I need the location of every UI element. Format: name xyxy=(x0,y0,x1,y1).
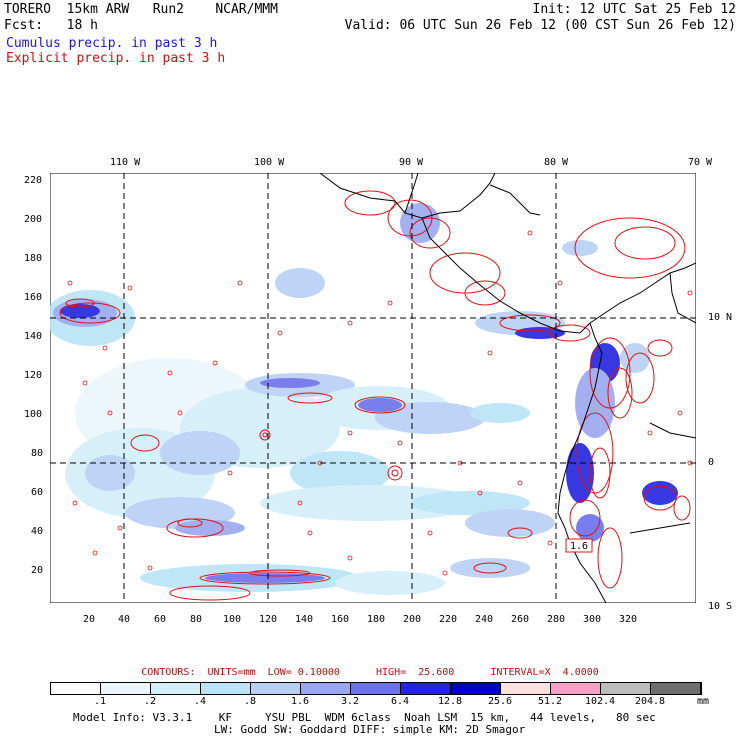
y-tick: 60 xyxy=(31,487,44,498)
y-tick: 140 xyxy=(24,331,43,342)
x-tick: 260 xyxy=(511,614,530,625)
x-tick: 100 xyxy=(223,614,242,625)
y-tick: 100 xyxy=(24,409,43,420)
colorbar-swatch xyxy=(651,683,701,694)
x-tick: 80 xyxy=(190,614,203,625)
colorbar-swatch xyxy=(601,683,651,694)
explicit-precip-specks xyxy=(67,230,693,576)
colorbar-swatch xyxy=(51,683,101,694)
colorbar-unit: mm xyxy=(696,696,710,707)
latlon-grid xyxy=(50,173,696,603)
lat-label-10n: 10 N xyxy=(708,312,733,323)
max-value-label: 1.6 xyxy=(570,541,588,552)
x-tick: 20 xyxy=(83,614,96,625)
x-tick: 300 xyxy=(583,614,602,625)
lon-label-100w: 100 W xyxy=(254,157,285,168)
colorbar-label: 12.8 xyxy=(437,696,463,707)
colorbar-swatch xyxy=(151,683,201,694)
y-tick: 80 xyxy=(31,448,44,459)
y-tick: 200 xyxy=(24,214,43,225)
colorbar xyxy=(50,682,702,695)
max-value-box xyxy=(565,538,593,553)
valid-time: Valid: 06 UTC Sun 26 Feb 12 (00 CST Sun … xyxy=(344,18,736,33)
y-tick: 180 xyxy=(24,253,43,264)
explicit-precip-contours xyxy=(59,190,691,601)
x-tick: 60 xyxy=(154,614,167,625)
physics-info: LW: Godd SW: Goddard DIFF: simple KM: 2D… xyxy=(214,723,526,736)
x-tick: 120 xyxy=(259,614,278,625)
colorbar-label: 1.6 xyxy=(290,696,310,707)
forecast-hour: Fcst: 18 h xyxy=(4,18,98,33)
colorbar-label: 204.8 xyxy=(634,696,666,707)
colorbar-label: .8 xyxy=(243,696,257,707)
x-tick: 180 xyxy=(367,614,386,625)
precip-map: 1.6 xyxy=(50,173,696,603)
cumulus-precip-shading xyxy=(50,203,678,595)
colorbar-label: 6.4 xyxy=(390,696,410,707)
colorbar-swatch xyxy=(301,683,351,694)
x-tick: 40 xyxy=(118,614,131,625)
colorbar-label: .4 xyxy=(193,696,207,707)
y-tick: 40 xyxy=(31,526,44,537)
colorbar-swatch xyxy=(101,683,151,694)
colorbar-label: 51.2 xyxy=(537,696,563,707)
contour-info: CONTOURS: UNITS=mm LOW= 0.10000 HIGH= 25… xyxy=(141,667,599,678)
x-tick: 220 xyxy=(439,614,458,625)
lat-label-0: 0 xyxy=(708,457,715,468)
init-time: Init: 12 UTC Sat 25 Feb 12 xyxy=(532,2,737,17)
x-tick: 140 xyxy=(295,614,314,625)
colorbar-swatch xyxy=(551,683,601,694)
x-tick: 280 xyxy=(547,614,566,625)
explicit-legend-label: Explicit precip. in past 3 h xyxy=(6,51,226,66)
run-title: TORERO 15km ARW Run2 NCAR/MMM xyxy=(4,2,278,17)
y-tick: 20 xyxy=(31,565,44,576)
lon-label-110w: 110 W xyxy=(110,157,141,168)
x-tick: 320 xyxy=(619,614,638,625)
x-tick: 200 xyxy=(403,614,422,625)
colorbar-label: 3.2 xyxy=(340,696,360,707)
colorbar-label: 25.6 xyxy=(487,696,513,707)
x-tick: 160 xyxy=(331,614,350,625)
colorbar-swatch xyxy=(351,683,401,694)
colorbar-swatch xyxy=(201,683,251,694)
colorbar-label: .2 xyxy=(143,696,157,707)
lon-label-90w: 90 W xyxy=(399,157,424,168)
model-info: Model Info: V3.3.1 KF YSU PBL WDM 6class… xyxy=(73,711,656,724)
lon-label-80w: 80 W xyxy=(544,157,569,168)
colorbar-swatch xyxy=(251,683,301,694)
colorbar-label: 102.4 xyxy=(584,696,616,707)
y-tick: 220 xyxy=(24,175,43,186)
y-tick: 160 xyxy=(24,292,43,303)
colorbar-swatch xyxy=(401,683,451,694)
colorbar-swatch xyxy=(501,683,551,694)
cumulus-legend-label: Cumulus precip. in past 3 h xyxy=(6,36,218,51)
lat-label-10s: 10 S xyxy=(708,601,733,612)
colorbar-label: .1 xyxy=(93,696,107,707)
colorbar-swatch xyxy=(451,683,501,694)
x-tick: 240 xyxy=(475,614,494,625)
y-tick: 120 xyxy=(24,370,43,381)
lon-label-70w: 70 W xyxy=(688,157,713,168)
